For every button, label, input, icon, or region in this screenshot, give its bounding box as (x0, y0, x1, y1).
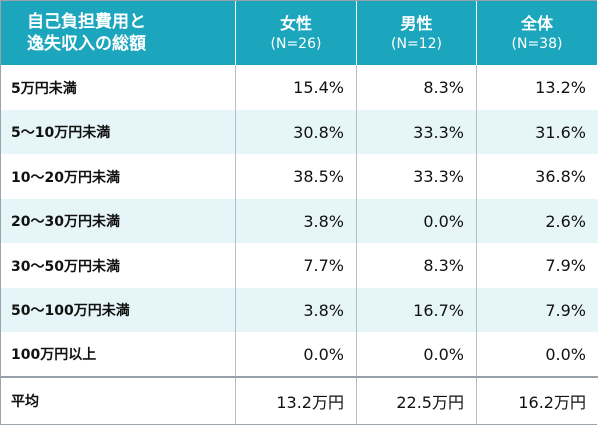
average-label: 平均 (1, 378, 236, 424)
row-label: 50～100万円未満 (1, 288, 236, 332)
header-total-n: (N=38) (511, 35, 563, 52)
header-female-cell: 女性 (N=26) (236, 1, 357, 65)
total-value: 0.0% (545, 344, 586, 364)
male-value: 0.0% (357, 199, 477, 243)
female-value: 0.0% (236, 332, 357, 376)
header-category-line2: 逸失収入の総額 (27, 34, 146, 54)
total-value: 2.6% (545, 211, 586, 231)
header-total-cell: 全体 (N=38) (477, 1, 598, 65)
table-row: 5～10万円未満 30.8% 33.3% 31.6% (1, 110, 598, 154)
male-value: 8.3% (357, 65, 477, 110)
female-value: 15.4% (236, 65, 357, 110)
header-male-n: (N=12) (391, 35, 442, 52)
header-total-title: 全体 (520, 13, 553, 33)
total-value: 31.6% (535, 122, 586, 142)
header-male-title: 男性 (400, 13, 433, 33)
female-average: 13.2万円 (236, 378, 357, 424)
male-value: 8.3% (357, 243, 477, 288)
female-value: 38.5% (236, 154, 357, 199)
average-row: 平均 13.2万円 22.5万円 16.2万円 (1, 378, 598, 424)
row-label: 20～30万円未満 (1, 199, 236, 243)
average-separator (1, 376, 598, 378)
row-label: 10～20万円未満 (1, 154, 236, 199)
total-average: 16.2万円 (518, 393, 586, 412)
row-label: 5～10万円未満 (1, 110, 236, 154)
header-female-n: (N=26) (270, 35, 322, 52)
total-value: 36.8% (535, 167, 586, 186)
female-value: 3.8% (236, 199, 357, 243)
header-category-cell: 自己負担費用と 逸失収入の総額 (1, 1, 236, 65)
male-value: 33.3% (357, 154, 477, 199)
female-value: 30.8% (236, 110, 357, 154)
male-value: 16.7% (357, 288, 477, 332)
table-row: 5万円未満 15.4% 8.3% 13.2% (1, 65, 598, 110)
header-female-title: 女性 (279, 13, 312, 33)
header-category-line1: 自己負担費用と (27, 12, 146, 32)
table-row: 20～30万円未満 3.8% 0.0% 2.6% (1, 199, 598, 243)
table-header-row: 自己負担費用と 逸失収入の総額 女性 (N=26) 男性 (N=12) 全体 (… (1, 1, 598, 65)
total-value: 13.2% (535, 78, 586, 97)
female-value: 3.8% (236, 288, 357, 332)
male-value: 33.3% (357, 110, 477, 154)
female-value: 7.7% (236, 243, 357, 288)
header-male-cell: 男性 (N=12) (357, 1, 477, 65)
table-row: 10～20万円未満 38.5% 33.3% 36.8% (1, 154, 598, 199)
male-value: 0.0% (357, 332, 477, 376)
row-label: 30～50万円未満 (1, 243, 236, 288)
total-value: 7.9% (545, 300, 586, 320)
male-average: 22.5万円 (357, 378, 477, 424)
table-row: 100万円以上 0.0% 0.0% 0.0% (1, 332, 598, 376)
row-label: 100万円以上 (1, 332, 236, 376)
table-row: 50～100万円未満 3.8% 16.7% 7.9% (1, 288, 598, 332)
table-row: 30～50万円未満 7.7% 8.3% 7.9% (1, 243, 598, 288)
row-label: 5万円未満 (1, 65, 236, 110)
total-value: 7.9% (545, 256, 586, 275)
